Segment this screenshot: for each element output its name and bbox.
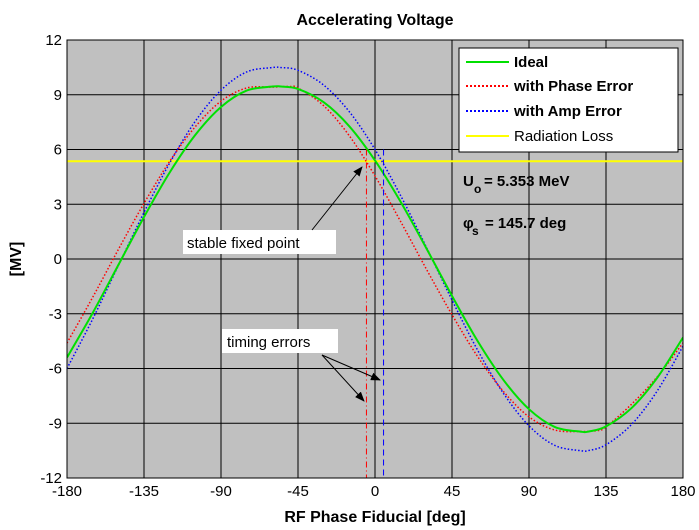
legend-label-ideal: Ideal	[514, 54, 548, 71]
series-group	[67, 66, 683, 452]
x-tick-label: 180	[670, 483, 695, 500]
legend-label-amp-error: with Amp Error	[513, 103, 622, 120]
series-line-with-amp-error	[67, 66, 683, 452]
y-tick-labels: -12 -9 -6 -3 0 3 6 9 12	[40, 32, 62, 487]
y-tick-label: 9	[54, 87, 62, 104]
y-tick-label: -9	[49, 415, 62, 432]
x-tick-label: -45	[287, 483, 309, 500]
x-tick-label: -90	[210, 483, 232, 500]
stable-fixed-point-label-box	[183, 230, 336, 254]
u0-subscript: o	[474, 182, 481, 196]
timing-errors-label: timing errors	[227, 334, 310, 351]
x-tick-label: 90	[521, 483, 538, 500]
y-tick-label: -12	[40, 470, 62, 487]
y-tick-label: -6	[49, 361, 62, 378]
x-tick-label: -135	[129, 483, 159, 500]
x-tick-label: 45	[444, 483, 461, 500]
x-tick-label: -180	[52, 483, 82, 500]
timing-errors-label-box	[222, 329, 338, 353]
series-line-with-phase-error	[67, 85, 683, 433]
u0-value: = 5.353 MeV	[484, 173, 569, 190]
series-line-ideal	[67, 85, 683, 434]
y-axis-label: [MV]	[8, 242, 25, 277]
plot-frame	[66, 39, 684, 479]
x-tick-label: 135	[593, 483, 618, 500]
legend: Ideal with Phase Error with Amp Error Ra…	[458, 47, 679, 153]
x-tick-label: 0	[371, 483, 379, 500]
legend-label-radiation-loss: Radiation Loss	[514, 128, 613, 145]
x-tick-labels: -180 -135 -90 -45 0 45 90 135 180	[52, 483, 696, 500]
timing-errors-arrow-blue	[321, 354, 381, 381]
y-tick-label: 3	[54, 196, 62, 213]
stable-fixed-point-label: stable fixed point	[187, 235, 300, 252]
legend-label-phase-error: with Phase Error	[513, 78, 633, 95]
phi-s-symbol: φ	[463, 215, 474, 232]
y-tick-label: -3	[49, 306, 62, 323]
y-tick-label: 12	[45, 32, 62, 49]
stable-fixed-point-arrow	[311, 166, 363, 231]
chart-title: Accelerating Voltage	[296, 12, 453, 29]
timing-errors-arrow-red	[321, 354, 365, 402]
y-tick-label: 6	[54, 142, 62, 159]
x-axis-label: RF Phase Fiducial [deg]	[284, 509, 465, 526]
legend-box	[458, 47, 679, 153]
phi-s-annotation: φ s = 145.7 deg	[463, 215, 566, 238]
phi-s-subscript: s	[472, 224, 479, 238]
y-tick-label: 0	[54, 251, 62, 268]
phi-s-value: = 145.7 deg	[485, 215, 566, 232]
u0-annotation: U o = 5.353 MeV	[463, 173, 569, 196]
timing-lines	[365, 149, 385, 478]
u0-symbol: U	[463, 173, 474, 190]
